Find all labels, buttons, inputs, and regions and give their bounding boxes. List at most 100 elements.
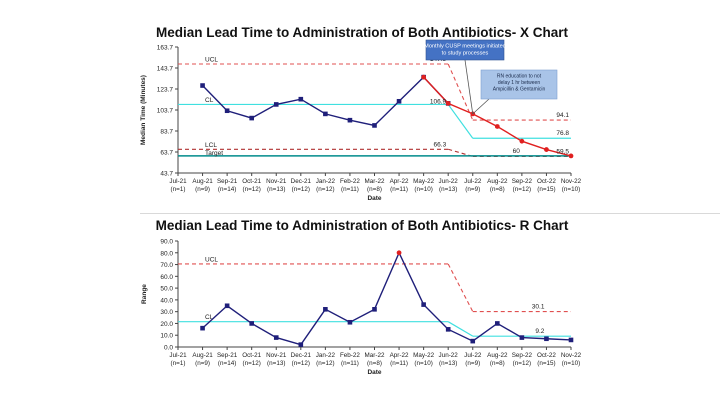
sample-size-label: (n=12) xyxy=(242,186,260,193)
ucl-label: UCL xyxy=(205,256,218,263)
chart-title: Median Lead Time to Administration of Bo… xyxy=(156,218,569,233)
x-tick-label: Oct-22 xyxy=(537,352,556,359)
data-point xyxy=(372,123,377,128)
sample-size-label: (n=10) xyxy=(414,360,432,367)
x-tick-label: Jun-22 xyxy=(439,352,459,359)
sample-size-label: (n=12) xyxy=(316,186,334,193)
data-point xyxy=(494,124,500,129)
r-chart: Median Lead Time to Administration of Bo… xyxy=(141,218,582,376)
sample-size-label: (n=13) xyxy=(267,360,285,367)
x-tick-label: Dec-21 xyxy=(291,178,312,185)
data-point xyxy=(249,115,254,121)
data-point xyxy=(568,153,574,159)
sample-size-label: (n=9) xyxy=(465,360,480,367)
data-point xyxy=(347,319,353,325)
data-point xyxy=(519,138,525,144)
x-tick-label: May-22 xyxy=(413,178,434,185)
x-tick-label: Jan-22 xyxy=(316,352,336,359)
sample-size-label: (n=15) xyxy=(537,186,555,193)
data-point xyxy=(396,250,402,256)
x-tick-label: Dec-21 xyxy=(291,352,312,359)
value-label: 59.5 xyxy=(556,148,569,155)
annotation-box xyxy=(480,69,558,100)
y-tick-label: 10.0 xyxy=(160,333,173,340)
sample-size-label: (n=14) xyxy=(218,360,236,367)
x-tick-label: Aug-22 xyxy=(487,352,508,359)
ucl-line xyxy=(447,263,474,312)
ucl-label: UCL xyxy=(205,57,218,64)
data-point xyxy=(568,337,574,343)
value-label: 9.2 xyxy=(535,328,544,335)
data-point xyxy=(298,342,304,347)
chart-title: Median Lead Time to Administration of Bo… xyxy=(156,25,569,40)
x-tick-label: Sep-22 xyxy=(512,178,533,185)
x-tick-label: Jul-21 xyxy=(169,178,187,185)
sample-size-label: (n=1) xyxy=(171,186,186,193)
sample-size-label: (n=12) xyxy=(292,360,310,367)
x-tick-label: Apr-22 xyxy=(390,352,409,359)
x-tick-label: May-22 xyxy=(413,352,434,359)
data-point xyxy=(224,108,230,114)
y-tick-label: 0.0 xyxy=(164,345,173,352)
y-tick-label: 70.0 xyxy=(160,262,173,269)
sample-size-label: (n=13) xyxy=(439,360,457,367)
y-tick-label: 80.0 xyxy=(160,250,173,257)
annotation-text: Monthly CUSP meetings initiated xyxy=(424,44,506,50)
data-point xyxy=(470,338,476,344)
x-tick-label: Jul-22 xyxy=(464,178,482,185)
data-point xyxy=(298,96,304,102)
x-axis-title: Date xyxy=(367,195,381,202)
x-tick-label: Nov-21 xyxy=(266,352,287,359)
series-line xyxy=(202,251,572,346)
target-label: Target xyxy=(205,150,223,157)
x-tick-label: Sep-22 xyxy=(512,352,533,359)
x-tick-label: Mar-22 xyxy=(365,178,385,185)
x-tick-label: Jul-21 xyxy=(169,352,187,359)
ucl-line xyxy=(447,63,474,121)
sample-size-label: (n=8) xyxy=(490,186,505,193)
annotation-leader xyxy=(464,59,474,114)
data-point xyxy=(544,336,549,342)
data-point xyxy=(323,111,328,117)
value-label: 30.1 xyxy=(532,304,545,311)
data-point xyxy=(495,321,500,326)
y-tick-label: 50.0 xyxy=(160,286,173,293)
sample-size-label: (n=9) xyxy=(195,186,210,193)
annotation-text: RN education to not xyxy=(497,74,542,80)
data-point xyxy=(200,83,205,88)
value-label: 106.9 xyxy=(430,99,447,106)
sample-size-label: (n=11) xyxy=(390,186,408,193)
sample-size-label: (n=15) xyxy=(537,360,555,367)
annotation-box xyxy=(425,39,505,61)
x-tick-label: Apr-22 xyxy=(390,178,409,185)
data-point xyxy=(273,335,279,340)
cl-line xyxy=(447,104,474,139)
lcl-label: LCL xyxy=(205,142,217,149)
x-tick-label: Nov-22 xyxy=(561,178,582,185)
data-point xyxy=(347,117,353,123)
sample-size-label: (n=8) xyxy=(367,360,382,367)
chart-divider xyxy=(140,213,720,214)
y-tick-label: 20.0 xyxy=(160,321,173,328)
x-tick-label: Aug-21 xyxy=(192,178,213,185)
cl-label: CL xyxy=(205,314,214,321)
y-tick-label: 60.0 xyxy=(160,274,173,281)
x-chart: Median Lead Time to Administration of Bo… xyxy=(140,25,582,202)
sample-size-label: (n=10) xyxy=(562,360,580,367)
x-tick-label: Aug-22 xyxy=(487,178,508,185)
sample-size-label: (n=12) xyxy=(513,360,531,367)
x-tick-label: Oct-21 xyxy=(242,178,261,185)
x-tick-label: Mar-22 xyxy=(365,352,385,359)
data-point xyxy=(273,102,279,107)
sample-size-label: (n=12) xyxy=(316,360,334,367)
x-tick-label: Nov-21 xyxy=(266,178,287,185)
x-tick-label: Sep-21 xyxy=(217,352,238,359)
value-label: 94.1 xyxy=(556,112,569,119)
value-label: 76.8 xyxy=(556,130,569,137)
value-label: 66.3 xyxy=(434,141,447,148)
y-tick-label: 90.0 xyxy=(160,239,173,246)
x-tick-label: Feb-22 xyxy=(340,178,360,185)
sample-size-label: (n=8) xyxy=(367,186,382,193)
x-tick-label: Oct-22 xyxy=(537,178,556,185)
y-tick-label: 63.7 xyxy=(160,150,173,157)
